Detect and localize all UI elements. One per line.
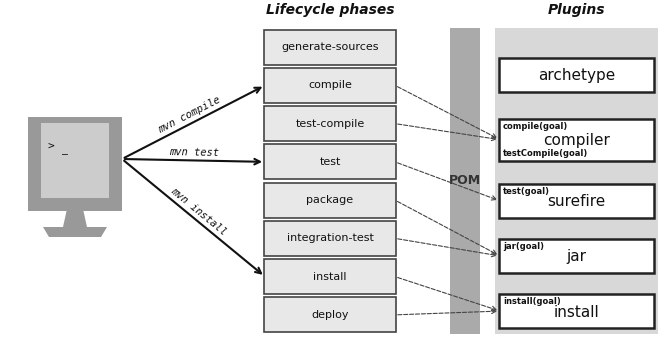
Text: —: —	[62, 149, 68, 159]
FancyBboxPatch shape	[264, 30, 396, 65]
FancyBboxPatch shape	[264, 297, 396, 332]
FancyBboxPatch shape	[264, 183, 396, 218]
Text: Lifecycle phases: Lifecycle phases	[266, 3, 394, 17]
Text: Plugins: Plugins	[548, 3, 605, 17]
Text: compiler: compiler	[543, 133, 610, 148]
Polygon shape	[43, 227, 107, 237]
FancyBboxPatch shape	[499, 239, 654, 273]
Text: testCompile(goal): testCompile(goal)	[503, 149, 588, 158]
Text: POM: POM	[449, 174, 481, 187]
Text: test: test	[320, 157, 341, 167]
FancyBboxPatch shape	[264, 259, 396, 294]
Text: test(goal): test(goal)	[503, 187, 550, 196]
Text: install: install	[313, 272, 347, 282]
FancyBboxPatch shape	[499, 294, 654, 328]
Text: integration-test: integration-test	[286, 233, 373, 243]
Text: test-compile: test-compile	[296, 119, 365, 129]
Text: mvn test: mvn test	[168, 147, 219, 158]
Text: archetype: archetype	[538, 68, 615, 83]
Text: deploy: deploy	[311, 310, 349, 320]
Text: >: >	[48, 141, 68, 151]
FancyBboxPatch shape	[495, 28, 658, 334]
Text: install(goal): install(goal)	[503, 297, 561, 306]
Text: surefire: surefire	[548, 194, 605, 209]
FancyBboxPatch shape	[264, 144, 396, 179]
Text: compile: compile	[308, 80, 352, 90]
FancyBboxPatch shape	[499, 58, 654, 92]
Text: mvn compile: mvn compile	[157, 95, 223, 135]
FancyBboxPatch shape	[28, 117, 122, 211]
FancyBboxPatch shape	[264, 106, 396, 141]
Polygon shape	[63, 209, 87, 227]
FancyBboxPatch shape	[499, 184, 654, 218]
FancyBboxPatch shape	[450, 28, 480, 334]
Text: install: install	[554, 305, 599, 320]
Text: package: package	[306, 195, 353, 205]
Text: generate-sources: generate-sources	[281, 42, 379, 52]
FancyBboxPatch shape	[264, 68, 396, 103]
Text: mvn install: mvn install	[169, 186, 228, 237]
Text: jar: jar	[566, 250, 587, 265]
FancyBboxPatch shape	[41, 123, 109, 198]
Text: jar(goal): jar(goal)	[503, 242, 544, 251]
Text: compile(goal): compile(goal)	[503, 122, 568, 131]
FancyBboxPatch shape	[499, 119, 654, 161]
FancyBboxPatch shape	[264, 221, 396, 256]
